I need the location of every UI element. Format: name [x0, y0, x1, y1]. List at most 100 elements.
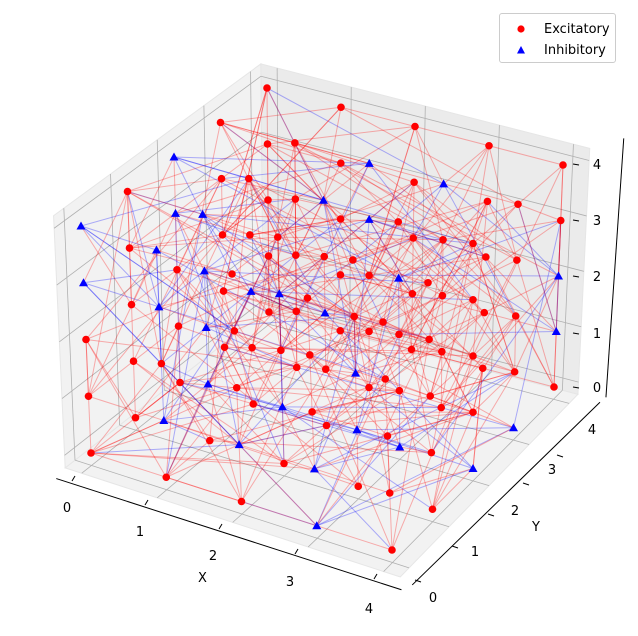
- excitatory-neuron-marker: [469, 352, 477, 360]
- excitatory-neuron-marker: [395, 386, 404, 395]
- excitatory-neuron-marker: [291, 195, 300, 203]
- excitatory-neuron-marker: [365, 271, 373, 280]
- axes-gridlines: [53, 68, 590, 572]
- excitatory-neuron-marker: [485, 141, 493, 150]
- excitatory-neuron-marker: [264, 196, 272, 204]
- x-tick-label: 0: [63, 501, 71, 516]
- inhibitory-neuron-marker: [79, 278, 88, 287]
- y-tick-label: 2: [511, 504, 519, 519]
- excitatory-neuron-marker: [410, 178, 418, 187]
- excitatory-neuron-marker: [246, 231, 254, 239]
- excitatory-neuron-marker: [336, 215, 345, 223]
- inhibitory-neuron-marker: [312, 521, 322, 530]
- excitatory-neuron-marker: [514, 200, 522, 209]
- excitatory-neuron-marker: [220, 343, 229, 352]
- legend-label-excitatory: Excitatory: [544, 21, 610, 37]
- z-tick-label: 0: [593, 381, 601, 396]
- excitatory-neuron-marker: [219, 287, 228, 295]
- excitatory-neuron-marker: [292, 251, 300, 259]
- inhibitory-neuron-marker: [319, 195, 328, 204]
- excitatory-neuron-marker: [438, 347, 446, 356]
- excitatory-neuron-marker: [365, 383, 373, 392]
- excitatory-neuron-marker: [125, 244, 134, 252]
- excitatory-neuron-marker: [320, 252, 329, 261]
- inhibitory-neuron-marker: [152, 245, 161, 254]
- excitatory-neuron-marker: [263, 140, 272, 148]
- excitatory-neuron-marker: [303, 294, 312, 302]
- excitatory-neuron-marker: [480, 308, 489, 317]
- excitatory-neuron-marker: [230, 327, 239, 335]
- inhibitory-neuron-marker: [199, 266, 209, 275]
- excitatory-neuron-marker: [123, 187, 132, 196]
- excitatory-neuron-marker: [428, 505, 437, 514]
- blue-triangle-marker-icon: [506, 45, 536, 55]
- excitatory-neuron-marker: [511, 312, 520, 320]
- excitatory-neuron-marker: [438, 291, 447, 300]
- y-tick-label: 3: [548, 463, 556, 478]
- inhibitory-neuron-marker: [351, 368, 361, 377]
- legend-entry-inhibitory: Inhibitory: [500, 40, 606, 60]
- excitatory-neuron-marker: [409, 234, 418, 242]
- inhibitory-neuron-marker: [169, 152, 179, 161]
- z-tick-label: 2: [593, 270, 601, 285]
- excitatory-neuron-marker: [350, 312, 359, 321]
- excitatory-neuron-marker: [337, 103, 345, 112]
- excitatory-neuron-marker: [469, 295, 477, 304]
- excitatory-neuron-marker: [244, 174, 253, 183]
- excitatory-neuron-marker: [127, 300, 136, 309]
- excitatory-neuron-marker: [306, 351, 314, 359]
- excitatory-neuron-marker: [131, 413, 140, 422]
- inhibitory-neuron-marker: [159, 415, 169, 424]
- inhibitory-neuron-marker: [274, 289, 284, 298]
- excitatory-neuron-marker: [349, 256, 357, 264]
- excitatory-neuron-marker: [385, 489, 394, 497]
- inhibitory-neuron-marker: [309, 464, 319, 473]
- inhibitory-neuron-marker: [509, 423, 518, 432]
- excitatory-neuron-marker: [248, 343, 256, 352]
- legend: Excitatory Inhibitory: [499, 13, 616, 63]
- excitatory-neuron-marker: [249, 400, 258, 408]
- excitatory-neuron-marker: [426, 392, 435, 400]
- excitatory-neuron-marker: [439, 235, 447, 244]
- excitatory-neuron-marker: [84, 392, 93, 401]
- x-tick-label: 2: [209, 549, 217, 564]
- excitatory-neuron-marker: [388, 546, 396, 554]
- excitatory-neuron-marker: [483, 197, 492, 206]
- excitatory-neuron-marker: [82, 335, 90, 344]
- excitatory-neuron-marker: [291, 139, 299, 147]
- y-tick-label: 1: [471, 545, 479, 560]
- excitatory-neuron-marker: [381, 375, 390, 383]
- y-axis-label: Y: [531, 520, 540, 535]
- excitatory-neuron-marker: [237, 497, 246, 506]
- inhibitory-neuron-marker: [234, 440, 244, 449]
- inhibitory-neuron-marker: [394, 273, 404, 282]
- z-tick-label: 1: [593, 327, 601, 342]
- x-axis-label: X: [198, 571, 207, 586]
- excitatory-neuron-marker: [336, 326, 345, 335]
- inhibitory-neuron-marker: [203, 379, 213, 388]
- excitatory-neuron-marker: [556, 216, 565, 225]
- excitatory-neuron-marker: [218, 231, 227, 239]
- inhibitory-neuron-marker: [364, 158, 374, 167]
- excitatory-neuron-marker: [437, 403, 446, 412]
- excitatory-neuron-marker: [383, 432, 392, 440]
- excitatory-neuron-marker: [510, 368, 519, 376]
- excitatory-neuron-marker: [379, 318, 387, 326]
- inhibitory-neuron-marker: [201, 322, 211, 331]
- connection-edges: [80, 87, 564, 551]
- axes-panes: [53, 62, 591, 578]
- excitatory-neuron-marker: [157, 359, 166, 368]
- inhibitory-neuron-marker: [352, 425, 362, 434]
- excitatory-neuron-marker: [176, 378, 184, 387]
- excitatory-neuron-marker: [478, 364, 487, 373]
- excitatory-neuron-marker: [425, 335, 433, 344]
- inhibitory-neuron-marker: [554, 271, 563, 280]
- excitatory-neuron-marker: [424, 278, 432, 287]
- red-circle-marker-icon: [506, 24, 536, 34]
- inhibitory-neuron-marker: [439, 179, 449, 188]
- excitatory-neuron-marker: [354, 482, 363, 491]
- excitatory-neuron-marker: [321, 365, 330, 373]
- z-tick-label: 3: [593, 214, 601, 229]
- y-tick-label: 4: [588, 423, 596, 438]
